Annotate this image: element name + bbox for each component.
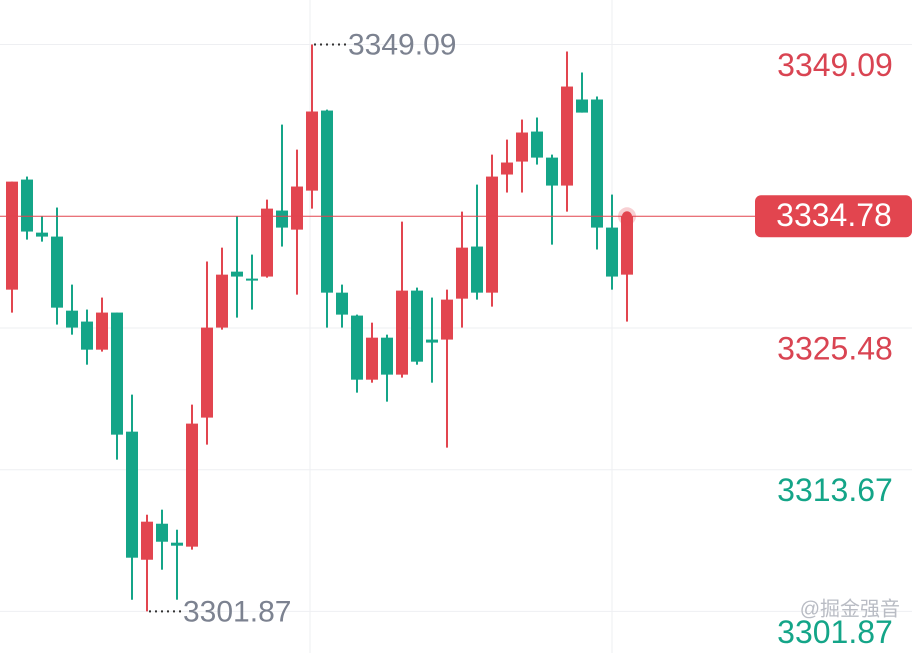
candle-body [126,431,138,558]
candle-body [366,337,378,380]
candle-body [621,216,633,275]
candle-body [156,523,168,542]
candle-body [591,99,603,228]
current-price-dot [622,211,632,222]
candle-body [96,312,108,350]
candle-body [441,299,453,340]
low-annotation: 3301.87 [183,595,291,628]
candle-body [111,312,123,435]
y-tick-label: 3301.87 [777,614,893,650]
candle-body [486,176,498,293]
candle-body [291,186,303,230]
candle-body [81,321,93,350]
candle-body [606,227,618,277]
candle-body [231,271,243,277]
vertical-grid [309,0,613,653]
candle-body [276,210,288,228]
candle-body [36,232,48,237]
candle-body [471,246,483,293]
candle-body [216,274,228,328]
candle-body [396,290,408,375]
high-annotation: 3349.09 [348,28,456,61]
candle-body [456,247,468,299]
candles [6,44,633,612]
current-price-tag [755,195,912,238]
candle-body [336,292,348,315]
candle-body [546,157,558,186]
candle-body [411,290,423,362]
candle-body [261,208,273,277]
candle-body [6,181,18,290]
candle-body [171,542,183,546]
candle-body [561,86,573,186]
y-tick-label: 3313.67 [777,472,893,508]
y-tick-label: 3349.09 [777,47,893,83]
candle-body [351,315,363,380]
candle-body [576,99,588,113]
candle-body [21,179,33,232]
candle-body [141,521,153,560]
current-price-label: 3334.78 [776,197,892,233]
watermark: @掘金强音 [800,597,900,620]
candle-body [66,310,78,328]
candle-body [516,132,528,162]
y-tick-label: 3325.48 [777,330,893,366]
candle-body [306,111,318,191]
candle-body [321,110,333,293]
overlay: 3349.09 3301.87 3334.78 [0,28,912,628]
candle-body [201,327,213,418]
grid: 3349.09 3325.48 3313.67 3301.87 [0,44,912,650]
candle-body [501,162,513,175]
candle-body [381,337,393,375]
candle-body [531,131,543,158]
candle-body [246,278,258,281]
candle-body [51,236,63,308]
candle-body [186,423,198,547]
candle-body [426,339,438,343]
